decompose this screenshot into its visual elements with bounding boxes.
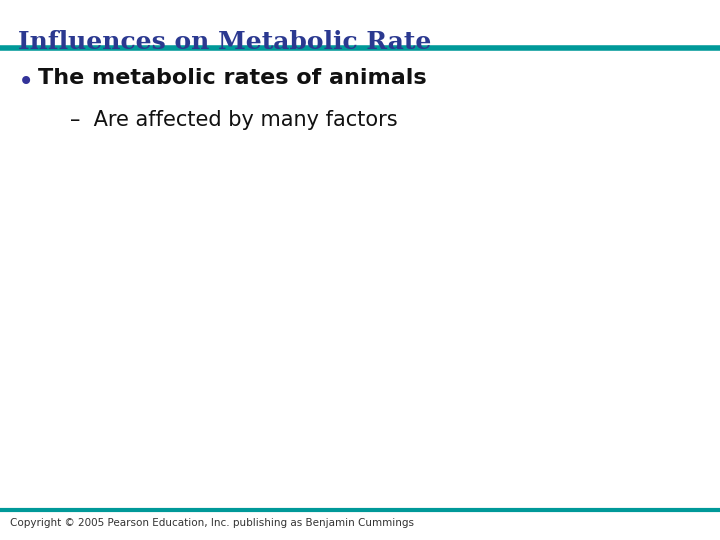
Text: Copyright © 2005 Pearson Education, Inc. publishing as Benjamin Cummings: Copyright © 2005 Pearson Education, Inc.… (10, 518, 414, 528)
Text: The metabolic rates of animals: The metabolic rates of animals (38, 68, 427, 88)
Text: •: • (18, 68, 35, 96)
Text: –  Are affected by many factors: – Are affected by many factors (70, 110, 397, 130)
Text: Influences on Metabolic Rate: Influences on Metabolic Rate (18, 30, 431, 54)
